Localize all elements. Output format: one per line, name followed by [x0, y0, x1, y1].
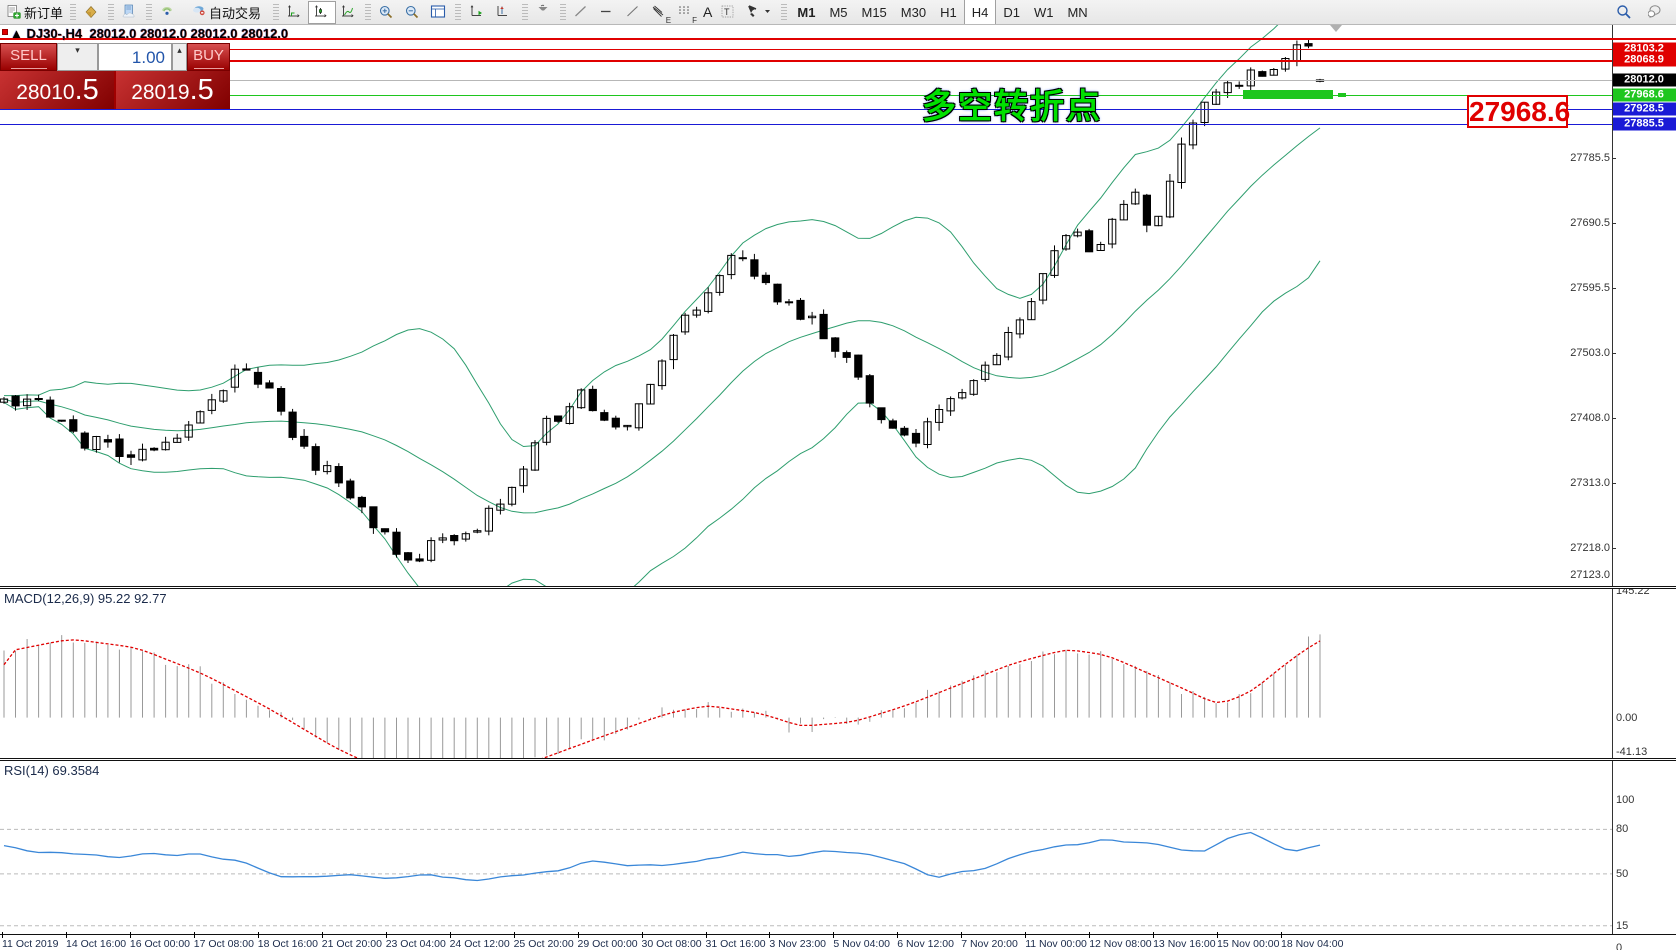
svg-text:T: T	[724, 7, 730, 17]
